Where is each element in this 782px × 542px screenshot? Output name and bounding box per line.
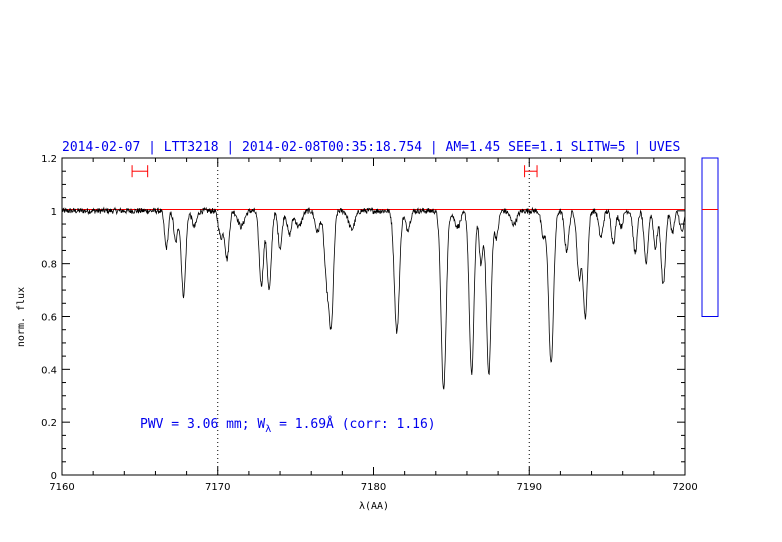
x-tick-label: 7160 <box>49 482 74 493</box>
plot-area: 7160 7170 7180 7190 7200 0 0.2 0.4 0.6 0.8 1 1.2 <box>41 154 698 493</box>
pwv-subscript: λ <box>265 424 271 435</box>
side-panel-frame <box>701 157 719 317</box>
x-tick-label: 7170 <box>205 482 230 493</box>
x-tick-label: 7200 <box>672 482 697 493</box>
y-tick-label: 1 <box>51 207 57 218</box>
vertical-markers <box>217 158 530 475</box>
x-tick-label: 7190 <box>517 482 542 493</box>
y-tick-label: 0 <box>51 471 57 482</box>
chart-title: 2014-02-07 | LTT3218 | 2014-02-08T00:35:… <box>62 140 680 155</box>
pwv-annotation: PWV = 3.06 mm; Wλ = 1.69Å (corr: 1.16) <box>140 416 436 435</box>
axis-ticks: 7160 7170 7180 7190 7200 0 0.2 0.4 0.6 0.8 1 1.2 <box>41 154 698 493</box>
pwv-text-suffix: = 1.69Å (corr: 1.16) <box>271 416 435 432</box>
y-tick-label: 0.6 <box>41 313 57 324</box>
y-tick-label: 0.2 <box>41 418 57 429</box>
x-axis-label: λ(AA) <box>359 501 389 512</box>
y-tick-label: 0.8 <box>41 260 57 271</box>
continuum-windows <box>131 165 538 178</box>
y-tick-label: 0.4 <box>41 365 57 376</box>
y-axis-label: norm. flux <box>16 287 27 347</box>
y-tick-label: 1.2 <box>41 154 57 165</box>
spectrum-line <box>61 206 686 390</box>
x-tick-label: 7180 <box>361 482 386 493</box>
pwv-text-prefix: PWV = 3.06 mm; W <box>140 417 265 432</box>
side-panel <box>701 157 719 317</box>
